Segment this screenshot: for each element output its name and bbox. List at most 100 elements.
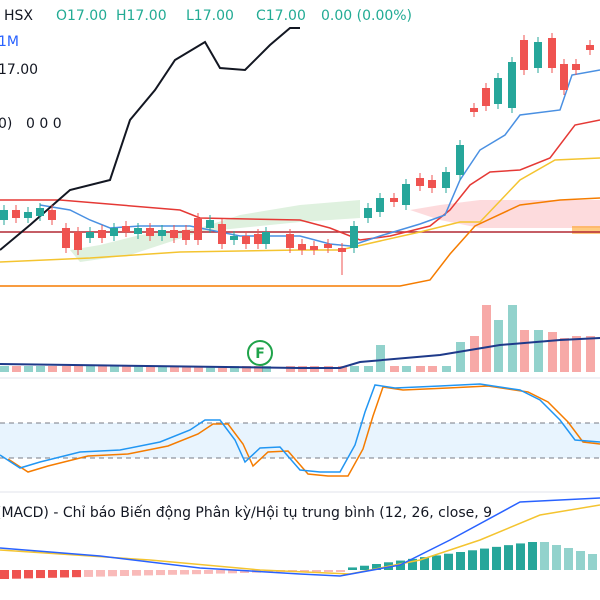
volume-bar (338, 366, 347, 372)
macd-hist (36, 570, 45, 579)
candle-body (230, 236, 238, 240)
macd-hist (576, 551, 585, 570)
macd-hist (168, 570, 177, 575)
symbol: HSX (4, 8, 33, 24)
macd-hist (324, 570, 333, 572)
candle-body (572, 64, 580, 70)
candle-body (242, 236, 250, 244)
volume-bar (24, 366, 33, 372)
macd-hist (492, 546, 501, 570)
candle-body (390, 198, 398, 202)
macd-hist (48, 570, 57, 578)
marker-circle (247, 340, 273, 366)
volume-bar (456, 342, 465, 372)
candle-body (110, 228, 118, 236)
volume-bar (48, 366, 57, 372)
macd-hist (144, 570, 153, 576)
macd-hist (528, 542, 537, 570)
volume-bar (286, 366, 295, 372)
volume-bar (548, 332, 557, 372)
volume-bar (324, 366, 333, 372)
volume-bar (534, 330, 543, 372)
macd-hist (348, 567, 357, 570)
volume-bar (254, 366, 263, 372)
volume-bar (0, 366, 9, 372)
candle-body (428, 180, 436, 188)
macd-hist (84, 570, 93, 577)
macd-hist (228, 570, 237, 574)
cloud-red (410, 200, 600, 228)
candle-body (376, 198, 384, 212)
macd-hist (204, 570, 213, 574)
candle-body (402, 184, 410, 205)
candle-body (122, 226, 130, 232)
candle-body (508, 62, 516, 108)
macd-hist (72, 570, 81, 578)
candle-body (338, 248, 346, 252)
volume-bar (572, 336, 581, 372)
volume-bar (402, 366, 411, 372)
macd-hist (120, 570, 129, 576)
macd-hist (432, 555, 441, 570)
candle-body (254, 234, 262, 244)
volume-bar (364, 366, 373, 372)
candle-body (586, 45, 594, 50)
close: C17.00 (256, 8, 306, 24)
ichimoku-conversion (39, 69, 600, 247)
candle-body (298, 244, 306, 250)
volume-bar (86, 366, 95, 372)
macd-hist (468, 550, 477, 570)
macd-hist (480, 548, 489, 570)
volume-bar (470, 336, 479, 372)
stoch-k (0, 383, 600, 473)
stoch-d (7, 385, 600, 477)
volume-bar (158, 366, 167, 372)
volume-bar (110, 366, 119, 372)
price-line (0, 27, 300, 251)
low: L17.00 (186, 8, 234, 24)
macd-hist (240, 570, 249, 573)
macd-hist (264, 570, 273, 573)
volume-bar (350, 366, 359, 372)
volume-bar (262, 366, 271, 372)
macd-hist (96, 570, 105, 577)
volume-bar (194, 366, 203, 372)
cloud-green (70, 200, 360, 262)
volume-bar (508, 305, 517, 372)
candle-body (48, 210, 56, 220)
macd-hist (24, 570, 33, 579)
candle-body (286, 234, 294, 248)
macd-hist (564, 548, 573, 570)
candle-body (218, 224, 226, 244)
macd-line (0, 497, 600, 577)
candle-body (350, 226, 358, 248)
macd-hist (300, 570, 309, 572)
macd-hist (444, 553, 453, 570)
candle-body (206, 220, 214, 228)
volume-bar (442, 366, 451, 372)
volume-bar (182, 366, 191, 372)
candle-body (182, 230, 190, 240)
ichimoku-span (0, 197, 600, 287)
macd-hist (456, 552, 465, 570)
marker-label: F (255, 346, 265, 362)
macd-hist (372, 564, 381, 570)
ichimoku-base (0, 119, 600, 241)
candle-body (134, 228, 142, 234)
volume-bar (560, 338, 569, 372)
candle-body (534, 42, 542, 68)
macd-hist (336, 570, 345, 572)
candle-body (470, 108, 478, 112)
macd-hist (60, 570, 69, 578)
volume-bar (242, 366, 251, 372)
volume-bar (134, 366, 143, 372)
volume-bar (428, 366, 437, 372)
candle-body (62, 228, 70, 248)
candle-body (24, 212, 32, 218)
candle-body (442, 172, 450, 188)
indicator-values: 0 0 0 (26, 116, 62, 132)
macd-hist (216, 570, 225, 574)
candle-body (560, 64, 568, 90)
price: 17.00 (0, 62, 38, 78)
